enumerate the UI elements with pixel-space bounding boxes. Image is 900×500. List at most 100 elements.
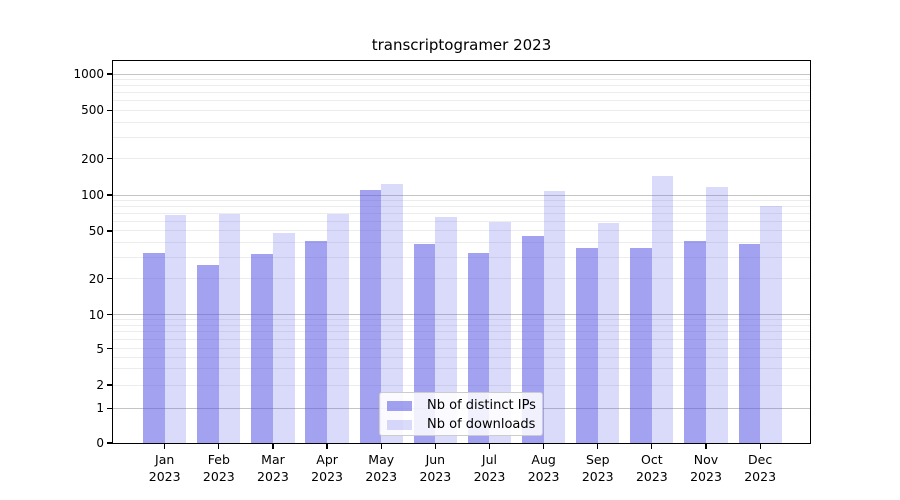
x-label-year: 2023 [581,469,614,484]
x-label-month: Dec [748,452,773,467]
bar-nb-of-distinct-ips-aug [522,236,544,443]
x-tick-label: Nov 2023 [690,451,722,485]
bar-nb-of-distinct-ips-sep [576,248,598,443]
x-label-year: 2023 [419,469,452,484]
bar-nb-of-distinct-ips-feb [197,264,219,443]
x-label-month: May [368,452,395,467]
gridline-minor [113,230,810,232]
x-label-year: 2023 [311,469,343,484]
x-label-year: 2023 [473,469,506,484]
bar-nb-of-downloads-oct [651,175,674,443]
x-label-year: 2023 [635,469,668,484]
plot-area [113,61,810,443]
gridline-major [113,314,810,315]
bar-nb-of-distinct-ips-oct [630,248,652,443]
y-tick-label: 0 [96,436,104,450]
bar-nb-of-distinct-ips-mar [251,254,273,443]
gridline-minor [113,356,810,358]
y-tick [107,109,112,111]
bar-nb-of-downloads-jul [489,222,512,443]
gridline-minor [113,100,810,102]
legend: Nb of distinct IPs Nb of downloads [379,392,543,436]
y-tick-label: 500 [81,103,104,118]
bar-nb-of-downloads-jan [164,215,187,443]
bar-nb-of-downloads-nov [706,186,728,443]
bar-nb-of-downloads-jun [435,217,457,443]
y-tick-label: 200 [81,151,104,166]
legend-swatch-downloads [387,420,412,430]
y-tick [107,407,112,409]
x-label-month: Aug [531,452,556,467]
x-tick-label: Jun 2023 [419,451,451,485]
legend-label-downloads: Nb of downloads [427,417,536,432]
x-tick-label: Jan 2023 [149,451,181,485]
x-tick [705,444,707,449]
x-tick [272,444,274,449]
x-label-month: Mar [261,452,285,467]
gridline-minor [113,324,810,326]
gridline-minor [113,92,810,94]
gridline-minor [113,331,810,333]
x-tick [164,444,166,449]
legend-swatch-distinct-ips [387,401,412,411]
x-tick-label: Dec 2023 [744,451,776,485]
y-tick [107,230,112,232]
x-tick [380,444,382,449]
bar-nb-of-downloads-sep [597,223,620,443]
gridline-minor [113,242,810,244]
x-label-month: Nov [693,452,719,467]
gridline-minor [113,319,810,321]
x-label-month: Jan [155,452,175,467]
gridline-minor [113,121,810,123]
gridline-minor [113,206,810,208]
gridline-minor [113,85,810,87]
gridline-minor [113,158,810,160]
y-tick-label: 5 [96,341,104,356]
y-tick [107,313,112,316]
bar-nb-of-downloads-may [381,184,403,443]
legend-label-distinct-ips: Nb of distinct IPs [427,398,536,413]
x-tick [326,444,328,449]
gridline-minor [113,368,810,370]
y-tick-label: 2 [96,378,104,392]
x-tick [759,444,761,449]
x-tick [543,444,545,449]
y-tick-label: 50 [88,223,104,238]
x-tick-label: Jul 2023 [474,451,506,485]
y-tick-label: 10 [88,307,104,322]
bar-nb-of-downloads-dec [760,205,782,443]
x-tick [434,444,436,449]
x-tick-label: Apr 2023 [311,451,343,485]
y-tick [107,157,112,160]
x-label-year: 2023 [744,469,777,484]
bar-nb-of-distinct-ips-nov [684,241,706,443]
x-label-year: 2023 [257,469,289,484]
gridline-minor [113,278,810,280]
x-label-month: Jul [481,452,498,467]
legend-item-distinct-ips: Nb of distinct IPs [380,397,542,415]
y-tick-label: 100 [81,188,104,202]
y-tick [107,194,112,196]
gridline-minor [113,136,810,138]
x-label-year: 2023 [690,469,722,484]
bar-nb-of-downloads-feb [218,213,241,443]
x-label-month: Apr [316,452,338,467]
chart-title: transcriptogramer 2023 [371,36,552,54]
x-label-year: 2023 [527,469,560,484]
gridline-minor [113,348,810,349]
y-tick [107,277,112,280]
legend-item-downloads: Nb of downloads [380,416,542,434]
bar-nb-of-downloads-aug [543,190,566,443]
y-tick-label: 1000 [73,67,104,81]
bar-nb-of-downloads-mar [272,233,295,443]
x-tick-label: Aug 2023 [528,451,560,485]
x-label-year: 2023 [365,469,398,484]
x-tick-label: Mar 2023 [257,451,289,485]
gridline-minor [113,199,810,201]
x-label-year: 2023 [148,469,181,484]
x-label-year: 2023 [202,469,235,484]
x-tick [597,444,599,449]
y-tick [107,73,112,75]
x-tick [651,444,653,449]
gridline-minor [113,109,810,111]
